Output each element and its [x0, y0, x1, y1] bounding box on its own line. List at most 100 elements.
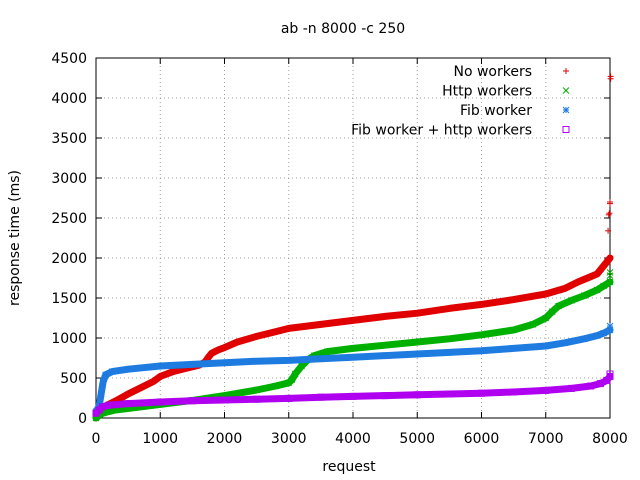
- data-point: [323, 348, 331, 355]
- x-tick-label: 5000: [399, 431, 435, 447]
- data-point: [253, 333, 260, 340]
- data-point: [285, 394, 293, 402]
- data-point: [593, 332, 601, 339]
- outlier-point: [607, 73, 614, 80]
- data-point: [272, 328, 279, 335]
- data-point: [445, 390, 453, 398]
- y-tick-label: 3000: [51, 171, 87, 187]
- data-point: [349, 345, 357, 352]
- data-point: [510, 345, 517, 352]
- y-tick-label: 1000: [51, 331, 87, 347]
- data-point: [288, 376, 296, 383]
- data-point: [510, 388, 518, 396]
- x-tick-label: 8000: [592, 431, 628, 447]
- data-point: [600, 329, 607, 337]
- legend-marker: [563, 68, 569, 74]
- outlier-point: [607, 199, 613, 205]
- data-point: [542, 386, 550, 394]
- series-no-workers: [92, 73, 614, 422]
- data-point: [600, 263, 607, 269]
- ticks-layer: 0 500 1000 1500 2000 2500 3000 3500 4000 4500 0 100…: [51, 51, 627, 447]
- x-tick-label: 3000: [271, 431, 307, 447]
- legend-marker: [562, 106, 570, 114]
- data-point: [253, 395, 261, 403]
- data-point: [298, 362, 305, 370]
- x-tick-label: 4000: [335, 431, 371, 447]
- data-point: [170, 368, 177, 375]
- data-point: [446, 349, 453, 356]
- x-tick-label: 0: [92, 431, 101, 447]
- data-point: [381, 352, 389, 359]
- data-point: [208, 350, 215, 357]
- data-point: [478, 389, 485, 397]
- outlier-point: [606, 322, 614, 330]
- data-point: [555, 302, 562, 310]
- data-point: [221, 344, 228, 351]
- data-point: [215, 347, 222, 353]
- legend: No workers Http workers Fib worker Fib work…: [351, 64, 570, 139]
- data-point: [124, 400, 132, 408]
- data-point: [510, 296, 517, 303]
- data-point: [561, 339, 569, 347]
- legend-label: No workers: [453, 64, 532, 80]
- legend-label: Fib worker: [460, 103, 532, 119]
- data-point: [413, 338, 421, 346]
- outlier-point: [606, 269, 614, 276]
- data-point: [381, 392, 389, 400]
- data-point: [221, 359, 228, 367]
- data-point: [125, 391, 132, 397]
- y-tick-label: 500: [60, 371, 87, 387]
- data-point: [221, 396, 228, 404]
- data-point: [542, 291, 549, 297]
- legend-label: Fib worker + http workers: [351, 123, 532, 139]
- data-point: [607, 255, 613, 261]
- outlier-point: [606, 370, 614, 378]
- data-point: [593, 286, 601, 294]
- data-point: [205, 354, 212, 361]
- data-point: [253, 386, 260, 394]
- data-point: [317, 393, 325, 401]
- data-point: [580, 292, 588, 299]
- data-point: [587, 382, 595, 390]
- data-point: [382, 313, 389, 320]
- data-point: [108, 368, 116, 375]
- data-point: [446, 305, 453, 312]
- data-point: [291, 370, 299, 378]
- data-point: [567, 384, 575, 392]
- series-fib-worker: [92, 322, 614, 416]
- y-tick-label: 2000: [51, 251, 87, 267]
- series-layer: [92, 73, 614, 422]
- data-point: [381, 341, 389, 349]
- y-tick-label: 0: [78, 411, 87, 427]
- data-point: [413, 350, 421, 358]
- legend-marker: [562, 87, 570, 94]
- data-point: [349, 392, 357, 400]
- data-point: [446, 335, 453, 343]
- data-point: [97, 390, 105, 398]
- grid-layer: [96, 58, 610, 418]
- x-tick-label: 1000: [142, 431, 178, 447]
- outlier-point: [605, 227, 612, 234]
- data-point: [317, 355, 325, 363]
- data-point: [105, 401, 113, 409]
- data-point: [548, 308, 556, 315]
- data-point: [188, 397, 196, 405]
- x-tick-label: 7000: [528, 431, 564, 447]
- data-point: [137, 384, 144, 391]
- series-fib-worker-http-workers: [92, 370, 614, 417]
- data-point: [574, 279, 581, 285]
- data-point: [157, 373, 164, 380]
- data-point: [99, 378, 107, 386]
- legend-marker: [562, 126, 570, 133]
- data-point: [600, 282, 607, 290]
- y-tick-label: 4500: [51, 51, 87, 67]
- data-point: [150, 378, 157, 385]
- data-point: [272, 382, 280, 390]
- data-point: [542, 314, 550, 322]
- x-tick-label: 2000: [207, 431, 243, 447]
- data-point: [606, 278, 614, 286]
- x-tick-label: 6000: [464, 431, 500, 447]
- data-point: [562, 285, 569, 292]
- series-band: [92, 372, 614, 417]
